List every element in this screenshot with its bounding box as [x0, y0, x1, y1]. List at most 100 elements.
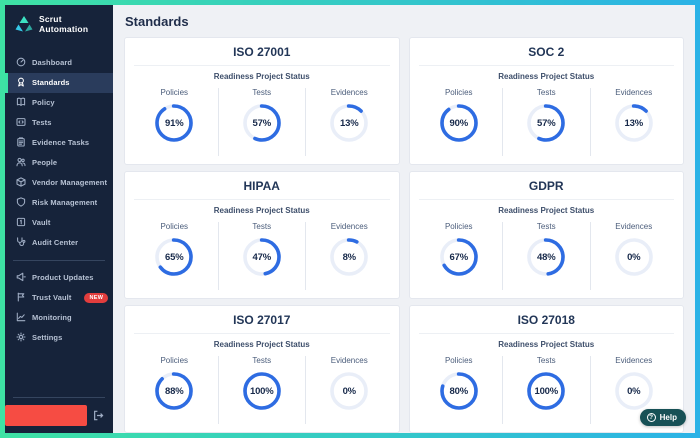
donut-gauge: 8% [328, 236, 370, 278]
metric-label: Tests [536, 88, 556, 97]
standard-name: ISO 27018 [517, 313, 575, 327]
redacted-user-block [5, 405, 87, 426]
donut-svg [330, 372, 369, 410]
card-divider [134, 333, 390, 334]
logout-icon[interactable] [93, 410, 104, 421]
sidebar-item-people[interactable]: People [5, 153, 113, 173]
metric-divider [502, 356, 503, 424]
donut-percent: 8% [342, 251, 357, 263]
donut-percent: 91% [165, 117, 184, 129]
page-title: Standards [125, 14, 189, 29]
metric-tests: Tests 47% [219, 220, 306, 292]
metric-label: Policies [444, 88, 473, 97]
metric-tests: Tests 100% [219, 354, 306, 426]
metric-evidences: Evidences 8% [306, 220, 393, 292]
card-divider [134, 199, 390, 200]
sidebar-item-monitoring[interactable]: Monitoring [5, 308, 113, 328]
donut-svg [330, 238, 369, 276]
standard-card-iso-27001[interactable]: ISO 27001 Readiness Project Status Polic… [124, 37, 400, 165]
brand-name: Scrut Automation [39, 14, 89, 34]
donut-gauge: 65% [153, 236, 195, 278]
nav-primary: Dashboard Standards Policy Tests Evidenc… [5, 53, 113, 253]
donut-svg [527, 104, 566, 142]
donut-gauge: 80% [438, 370, 480, 412]
donut-percent: 57% [537, 117, 556, 129]
metric-policies: Policies 88% [131, 354, 218, 426]
users-icon [16, 157, 26, 166]
stethoscope-icon [17, 236, 26, 246]
metric-tests: Tests 57% [219, 86, 306, 158]
sidebar-item-tests[interactable]: Tests [5, 113, 113, 133]
chart-icon [16, 312, 26, 321]
metric-divider [589, 222, 591, 290]
card-subtitle: Readiness Project Status [498, 340, 595, 349]
megaphone-icon [16, 272, 26, 281]
sidebar-item-product-updates[interactable]: Product Updates [5, 268, 113, 288]
metric-label: Policies [444, 222, 473, 231]
metric-evidences: Evidences 0% [306, 354, 393, 426]
sidebar-item-vendor-management[interactable]: Vendor Management [5, 173, 113, 193]
metric-evidences: Evidences 0% [591, 354, 678, 426]
donut-percent: 88% [165, 385, 184, 397]
standard-card-gdpr[interactable]: GDPR Readiness Project Status Policies 6… [408, 171, 684, 299]
donut-percent: 13% [624, 117, 644, 129]
gear-icon [16, 332, 26, 342]
metrics-row: Policies 88% Tests 100% Evidences 0% [125, 352, 399, 432]
sidebar-item-policy[interactable]: Policy [5, 93, 113, 113]
shield-icon [16, 196, 26, 207]
sidebar-item-vault[interactable]: Vault [5, 213, 113, 233]
donut-gauge: 13% [328, 102, 370, 144]
donut-percent: 48% [537, 251, 556, 263]
donut-gauge: 57% [241, 102, 283, 144]
sidebar: Scrut Automation Dashboard Standards Pol… [5, 5, 113, 433]
donut-svg [155, 372, 194, 410]
sidebar-divider [13, 259, 105, 261]
standard-card-hipaa[interactable]: HIPAA Readiness Project Status Policies … [124, 171, 400, 299]
card-subtitle: Readiness Project Status [213, 72, 310, 81]
donut-svg [330, 104, 369, 142]
app-window: Scrut Automation Dashboard Standards Pol… [5, 5, 695, 433]
donut-svg [527, 238, 566, 276]
donut-percent: 0% [342, 385, 357, 397]
book-icon [16, 97, 26, 106]
donut-percent: 13% [340, 117, 359, 129]
brand-logo[interactable]: Scrut Automation [5, 13, 113, 45]
donut-svg [614, 104, 653, 142]
donut-gauge: 67% [438, 236, 480, 278]
scrut-logo-icon [15, 16, 33, 32]
sidebar-item-settings[interactable]: Settings [5, 328, 113, 348]
standard-card-iso-27018[interactable]: ISO 27018 Readiness Project Status Polic… [408, 305, 684, 433]
donut-svg [614, 238, 653, 276]
standard-card-iso-27017[interactable]: ISO 27017 Readiness Project Status Polic… [124, 305, 400, 433]
donut-svg [439, 238, 478, 276]
donut-svg [242, 104, 281, 142]
metric-divider [502, 88, 503, 156]
sidebar-item-risk-management[interactable]: Risk Management [5, 193, 113, 213]
nav-secondary: Product Updates Trust Vault NEW Monitori… [5, 268, 113, 348]
metric-label: Evidences [330, 222, 368, 231]
sidebar-item-dashboard[interactable]: Dashboard [5, 53, 113, 73]
sidebar-item-audit-center[interactable]: Audit Center [5, 233, 113, 253]
standard-name: ISO 27017 [233, 313, 291, 327]
donut-svg [242, 372, 281, 410]
sidebar-item-standards[interactable]: Standards [5, 72, 113, 93]
sidebar-item-evidence-tasks[interactable]: Evidence Tasks [5, 133, 113, 153]
metric-label: Evidences [615, 222, 653, 231]
donut-gauge: 88% [153, 370, 195, 412]
sidebar-item-trust-vault[interactable]: Trust Vault NEW [5, 288, 113, 308]
metric-label: Tests [536, 356, 556, 365]
donut-svg [439, 104, 478, 142]
main-content: Standards ISO 27001 Readiness Project St… [113, 5, 695, 433]
question-icon: ? [646, 413, 656, 422]
card-divider [134, 65, 390, 66]
standard-name: HIPAA [243, 179, 280, 193]
metric-divider [305, 356, 306, 424]
donut-percent: 0% [627, 385, 641, 397]
standard-card-soc-2[interactable]: SOC 2 Readiness Project Status Policies … [408, 37, 684, 165]
donut-svg [155, 238, 194, 276]
metric-divider [217, 356, 219, 424]
help-button[interactable]: ? Help [639, 409, 686, 426]
metric-label: Tests [252, 88, 272, 97]
metrics-row: Policies 80% Tests 100% Evidences 0% [410, 352, 684, 432]
metrics-row: Policies 65% Tests 47% Evidences 8% [125, 218, 399, 298]
